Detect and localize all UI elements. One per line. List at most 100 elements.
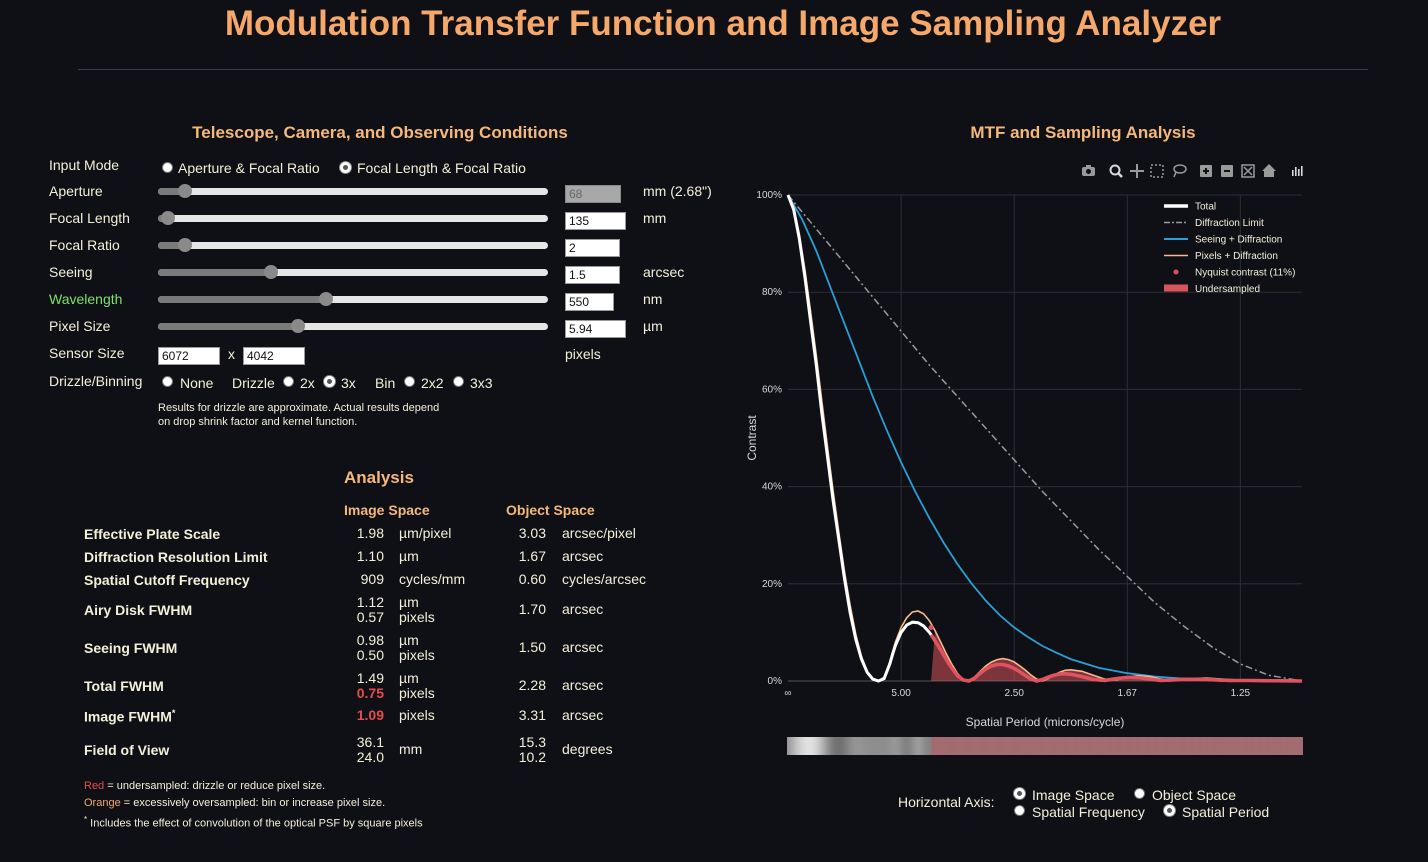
zoom-out-icon[interactable] <box>1221 165 1233 177</box>
legend-label-undersampled[interactable]: Undersampled <box>1195 284 1260 295</box>
seeing-fwhm-image-value: 0.98 <box>356 632 384 648</box>
box-select-icon[interactable] <box>1150 164 1164 178</box>
legend-swatch-undersampled <box>1164 284 1188 292</box>
drizzle-3x-radio[interactable] <box>324 376 335 387</box>
focal-ratio-label: Focal Ratio <box>49 237 120 253</box>
axis-image-space-label[interactable]: Image Space <box>1032 787 1115 803</box>
diffraction-resolution-limit-object-unit: arcsec <box>562 548 604 564</box>
wavelength-label: Wavelength <box>49 291 123 307</box>
input-mode-label: Input Mode <box>49 157 120 173</box>
lasso-select-icon[interactable] <box>1173 164 1187 178</box>
image-fwhm-image-value: 1.09 <box>356 707 384 723</box>
seeing-input[interactable]: 1.5 <box>565 266 620 284</box>
drizzle-2x-label[interactable]: 2x <box>300 375 315 391</box>
x-tick-label: 2.50 <box>1004 688 1024 699</box>
spatial-cutoff-frequency-object-value: 0.60 <box>518 571 546 587</box>
object-space-header: Object Space <box>506 502 595 518</box>
header-divider <box>78 69 1368 70</box>
home-icon[interactable] <box>1262 164 1276 177</box>
nyquist-point <box>928 625 934 631</box>
footnote-red-word: Red <box>84 780 105 792</box>
legend-label-nyquist[interactable]: Nyquist contrast (11%) <box>1195 268 1295 279</box>
focal-ratio-slider[interactable] <box>158 238 548 252</box>
wavelength-slider-thumb[interactable] <box>318 292 333 306</box>
total-fwhm-image-unit: µm <box>399 670 419 686</box>
bin-3x3-label[interactable]: 3x3 <box>470 375 493 391</box>
total-fwhm-image-value: 1.49 <box>356 670 384 686</box>
legend-label-seeing[interactable]: Seeing + Diffraction <box>1195 235 1282 246</box>
seeing-slider-thumb[interactable] <box>264 265 279 279</box>
pixel-size-slider[interactable] <box>158 319 548 333</box>
chart-toolbar-icons <box>1082 164 1303 178</box>
y-tick-label: 60% <box>762 384 782 395</box>
seeing-fwhm-image-value: 0.50 <box>356 647 384 663</box>
zoom-in-icon[interactable] <box>1200 165 1212 177</box>
input-mode-focal-label[interactable]: Focal Length & Focal Ratio <box>357 160 526 176</box>
autoscale-icon[interactable] <box>1241 164 1255 178</box>
drizzle-none-label[interactable]: None <box>180 375 214 391</box>
pixel-size-unit: µm <box>643 318 663 334</box>
drizzle-label: Drizzle <box>232 375 275 391</box>
image-fwhm-image-unit: pixels <box>399 707 435 723</box>
input-mode-aperture-label[interactable]: Aperture & Focal Ratio <box>178 160 320 176</box>
pixel-size-input[interactable]: 5.94 <box>565 320 626 338</box>
input-mode-aperture-radio[interactable] <box>162 162 173 173</box>
sampling-pattern-bar <box>787 737 1303 755</box>
x-tick-label: ∞ <box>784 688 791 699</box>
zoom-icon[interactable] <box>1109 164 1123 178</box>
bin-2x2-radio[interactable] <box>404 376 415 387</box>
aperture-input: 68 <box>565 185 621 203</box>
airy-disk-fwhm-object-unit: arcsec <box>562 601 604 617</box>
focal-ratio-input[interactable]: 2 <box>565 239 620 257</box>
footnote-red: Red = undersampled: drizzle or reduce pi… <box>84 779 325 793</box>
focal-length-input[interactable]: 135 <box>565 212 626 230</box>
field-of-view-image-unit: mm <box>399 741 423 757</box>
total-fwhm-label: Total FWHM <box>84 678 164 694</box>
total-fwhm-object-value: 2.28 <box>518 677 546 693</box>
seeing-slider[interactable] <box>158 265 548 279</box>
plotly-logo-icon[interactable] <box>1292 166 1303 176</box>
bin-2x2-label[interactable]: 2x2 <box>421 375 444 391</box>
image-fwhm-object-value: 3.31 <box>518 707 546 723</box>
focal-ratio-slider-thumb[interactable] <box>178 238 193 252</box>
drizzle-none-radio[interactable] <box>162 376 173 387</box>
sensor-height-input[interactable]: 4042 <box>243 347 305 365</box>
diffraction-resolution-limit-object-value: 1.67 <box>518 548 546 564</box>
mtf-chart[interactable]: 0% 20% 40% 60% 80% 100% ∞ 5.00 2.50 1.67 1.25 Spati… <box>740 180 1320 740</box>
axis-spatial-period-radio[interactable] <box>1164 805 1175 816</box>
axis-image-space-radio[interactable] <box>1014 788 1025 799</box>
aperture-slider-thumb[interactable] <box>178 184 193 198</box>
image-space-header: Image Space <box>344 502 430 518</box>
axis-spatial-frequency-label[interactable]: Spatial Frequency <box>1032 804 1145 820</box>
seeing-fwhm-label: Seeing FWHM <box>84 640 178 656</box>
spatial-cutoff-frequency-image-unit: cycles/mm <box>399 571 466 587</box>
axis-spatial-frequency-radio[interactable] <box>1014 805 1025 816</box>
drizzle-binning-label: Drizzle/Binning <box>49 373 143 389</box>
y-axis-title: Contrast <box>745 415 759 461</box>
aperture-slider[interactable] <box>158 184 548 198</box>
airy-disk-fwhm-object-value: 1.70 <box>518 601 546 617</box>
legend-label-pixels[interactable]: Pixels + Diffraction <box>1195 251 1278 262</box>
sensor-width-input[interactable]: 6072 <box>158 347 220 365</box>
focal-length-slider-thumb[interactable] <box>160 211 175 225</box>
axis-spatial-period-label[interactable]: Spatial Period <box>1182 804 1270 820</box>
camera-icon[interactable] <box>1082 165 1095 176</box>
wavelength-input[interactable]: 550 <box>565 293 614 311</box>
field-of-view-object-value: 10.2 <box>518 749 546 765</box>
aperture-label: Aperture <box>49 183 103 199</box>
bin-3x3-radio[interactable] <box>453 376 464 387</box>
legend-label-diffraction[interactable]: Diffraction Limit <box>1195 218 1264 229</box>
effective-plate-scale-object-value: 3.03 <box>518 525 546 541</box>
wavelength-slider[interactable] <box>158 292 548 306</box>
pixel-size-slider-thumb[interactable] <box>291 319 306 333</box>
pan-icon[interactable] <box>1130 164 1144 178</box>
drizzle-3x-label[interactable]: 3x <box>341 375 356 391</box>
legend-label-total[interactable]: Total <box>1195 202 1216 213</box>
focal-length-slider[interactable] <box>158 211 548 225</box>
input-mode-focal-radio[interactable] <box>340 162 351 173</box>
drizzle-2x-radio[interactable] <box>283 376 294 387</box>
field-of-view-label: Field of View <box>84 742 170 758</box>
axis-object-space-label[interactable]: Object Space <box>1152 787 1237 803</box>
wavelength-slider-fill <box>158 296 326 303</box>
axis-object-space-radio[interactable] <box>1134 788 1145 799</box>
